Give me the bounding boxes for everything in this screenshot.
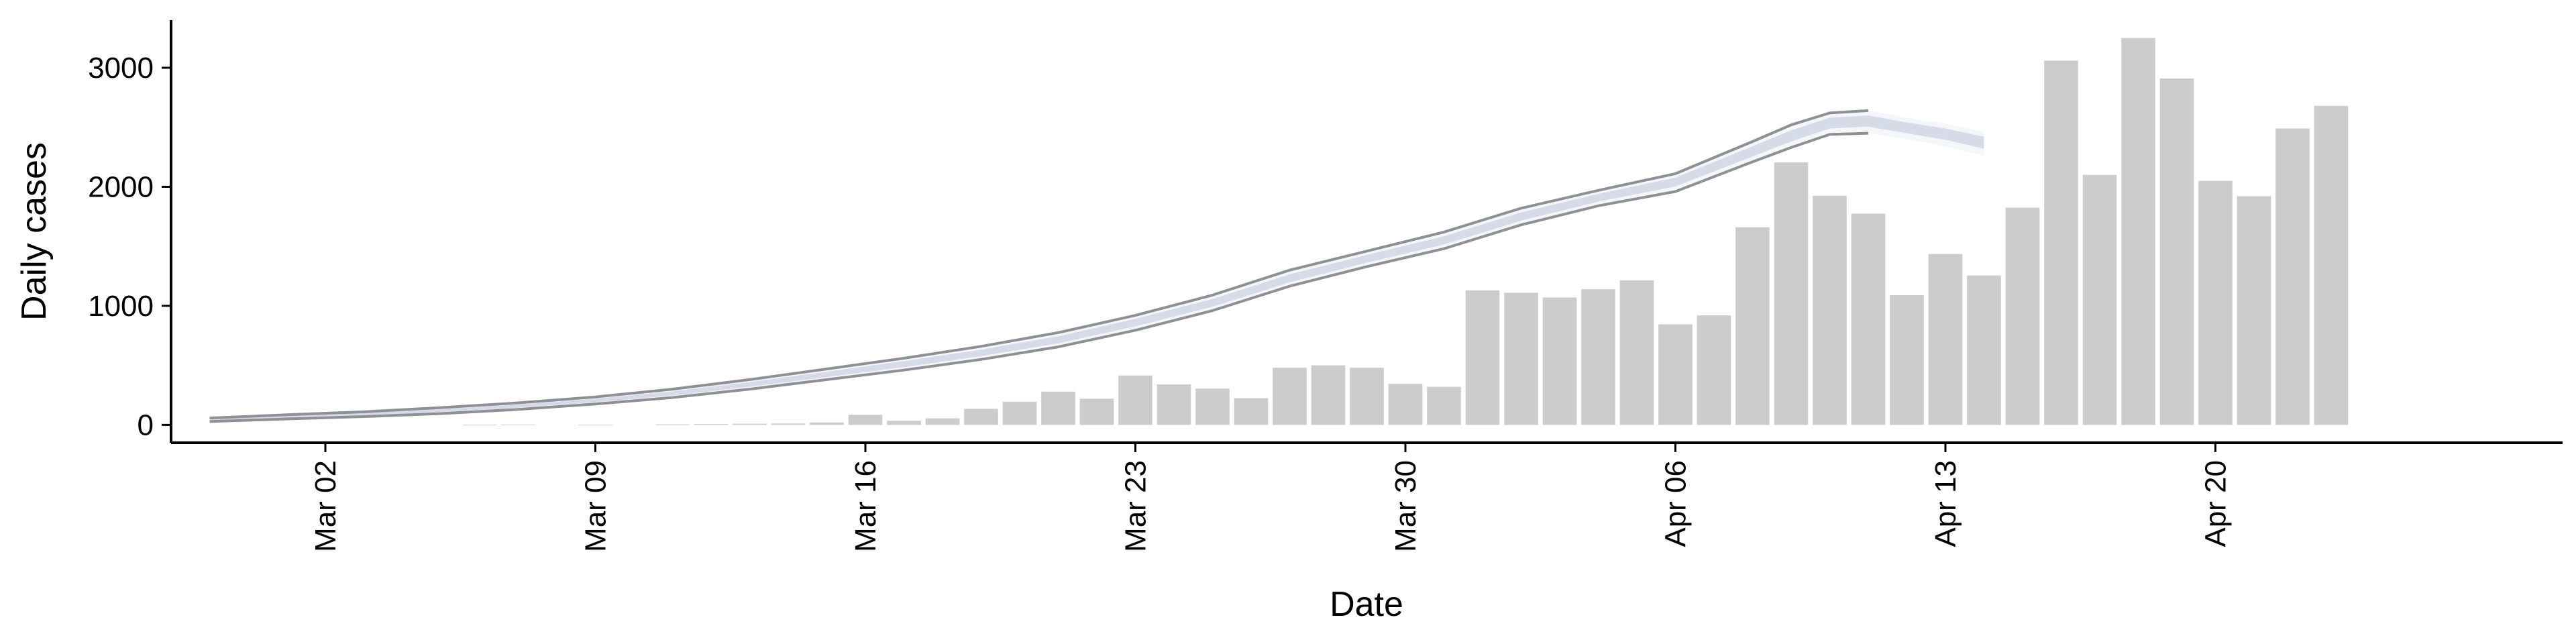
bar-2020-03-15: [810, 422, 844, 425]
nowcast-band-layer: [209, 109, 1984, 423]
y-tick-label-3000: 3000: [88, 52, 154, 85]
bar-2020-03-26: [1234, 398, 1269, 425]
y-tick-label-1000: 1000: [88, 290, 154, 323]
bar-2020-04-13: [1928, 254, 1963, 425]
x-axis-title: Date: [1330, 585, 1403, 624]
x-tick-label-2020-03-16: Mar 16: [849, 460, 882, 552]
x-tick-label-2020-04-20: Apr 20: [2200, 460, 2233, 547]
bar-2020-03-14: [771, 423, 806, 425]
bar-2020-03-24: [1157, 384, 1191, 425]
nowcast-band-upper-edge: [209, 109, 1869, 420]
bar-2020-04-14: [1967, 275, 2001, 425]
bar-2020-04-01: [1465, 290, 1500, 425]
bar-2020-04-02: [1504, 292, 1538, 425]
bar-2020-04-03: [1542, 297, 1577, 425]
bar-2020-04-22: [2275, 128, 2310, 425]
x-tick-label-2020-03-30: Mar 30: [1389, 460, 1422, 552]
bar-2020-03-17: [887, 421, 921, 425]
x-tick-label-2020-03-23: Mar 23: [1120, 460, 1152, 552]
bar-2020-03-25: [1195, 388, 1230, 425]
bar-2020-03-30: [1388, 384, 1423, 425]
bar-2020-03-19: [964, 409, 998, 425]
bar-2020-04-18: [2121, 38, 2155, 425]
bar-2020-04-12: [1890, 294, 1924, 425]
bar-2020-04-19: [2159, 78, 2194, 425]
bar-2020-03-20: [1002, 401, 1037, 425]
bar-2020-04-10: [1813, 195, 1847, 425]
x-axis-ticks: Mar 02 Mar 09 Mar 16 Mar 23 Mar 30 Apr 06 Apr …: [309, 443, 2233, 552]
x-tick-label-2020-03-02: Mar 02: [309, 460, 342, 552]
bar-2020-03-21: [1041, 391, 1075, 425]
bars-layer: [462, 38, 2349, 425]
bar-2020-04-09: [1774, 162, 1809, 425]
bar-2020-04-16: [2044, 60, 2078, 425]
y-tick-label-2000: 2000: [88, 170, 154, 203]
bar-2020-04-23: [2314, 105, 2349, 425]
bar-2020-04-21: [2237, 196, 2271, 425]
y-tick-label-0: 0: [138, 409, 154, 441]
bar-2020-04-17: [2082, 174, 2117, 425]
y-axis-ticks: 0 1000 2000 3000: [88, 52, 171, 441]
bar-2020-03-18: [925, 418, 960, 425]
bar-2020-03-12: [694, 424, 729, 425]
bar-2020-03-29: [1350, 368, 1384, 425]
bar-2020-04-11: [1851, 213, 1886, 425]
bar-2020-04-04: [1581, 289, 1615, 425]
bar-2020-04-15: [2005, 207, 2040, 425]
bar-2020-04-06: [1658, 324, 1693, 425]
axes-layer: [170, 20, 2563, 444]
x-tick-label-2020-03-09: Mar 09: [580, 460, 612, 552]
bar-2020-03-16: [848, 415, 883, 425]
bar-2020-04-08: [1735, 227, 1770, 425]
bar-2020-03-22: [1079, 398, 1114, 425]
x-tick-label-2020-04-06: Apr 06: [1660, 460, 1693, 547]
bar-2020-03-31: [1427, 386, 1461, 425]
bar-2020-03-13: [733, 423, 767, 425]
bar-2020-03-28: [1311, 365, 1346, 425]
x-tick-label-2020-04-13: Apr 13: [1929, 460, 1962, 547]
bar-2020-03-23: [1118, 375, 1152, 425]
bar-2020-04-20: [2198, 180, 2233, 425]
bar-2020-03-27: [1273, 368, 1307, 425]
bar-2020-04-07: [1697, 315, 1731, 425]
bar-2020-04-05: [1619, 280, 1654, 425]
nowcast-band-lower-edge: [209, 131, 1869, 423]
y-axis-title: Daily cases: [15, 142, 54, 321]
